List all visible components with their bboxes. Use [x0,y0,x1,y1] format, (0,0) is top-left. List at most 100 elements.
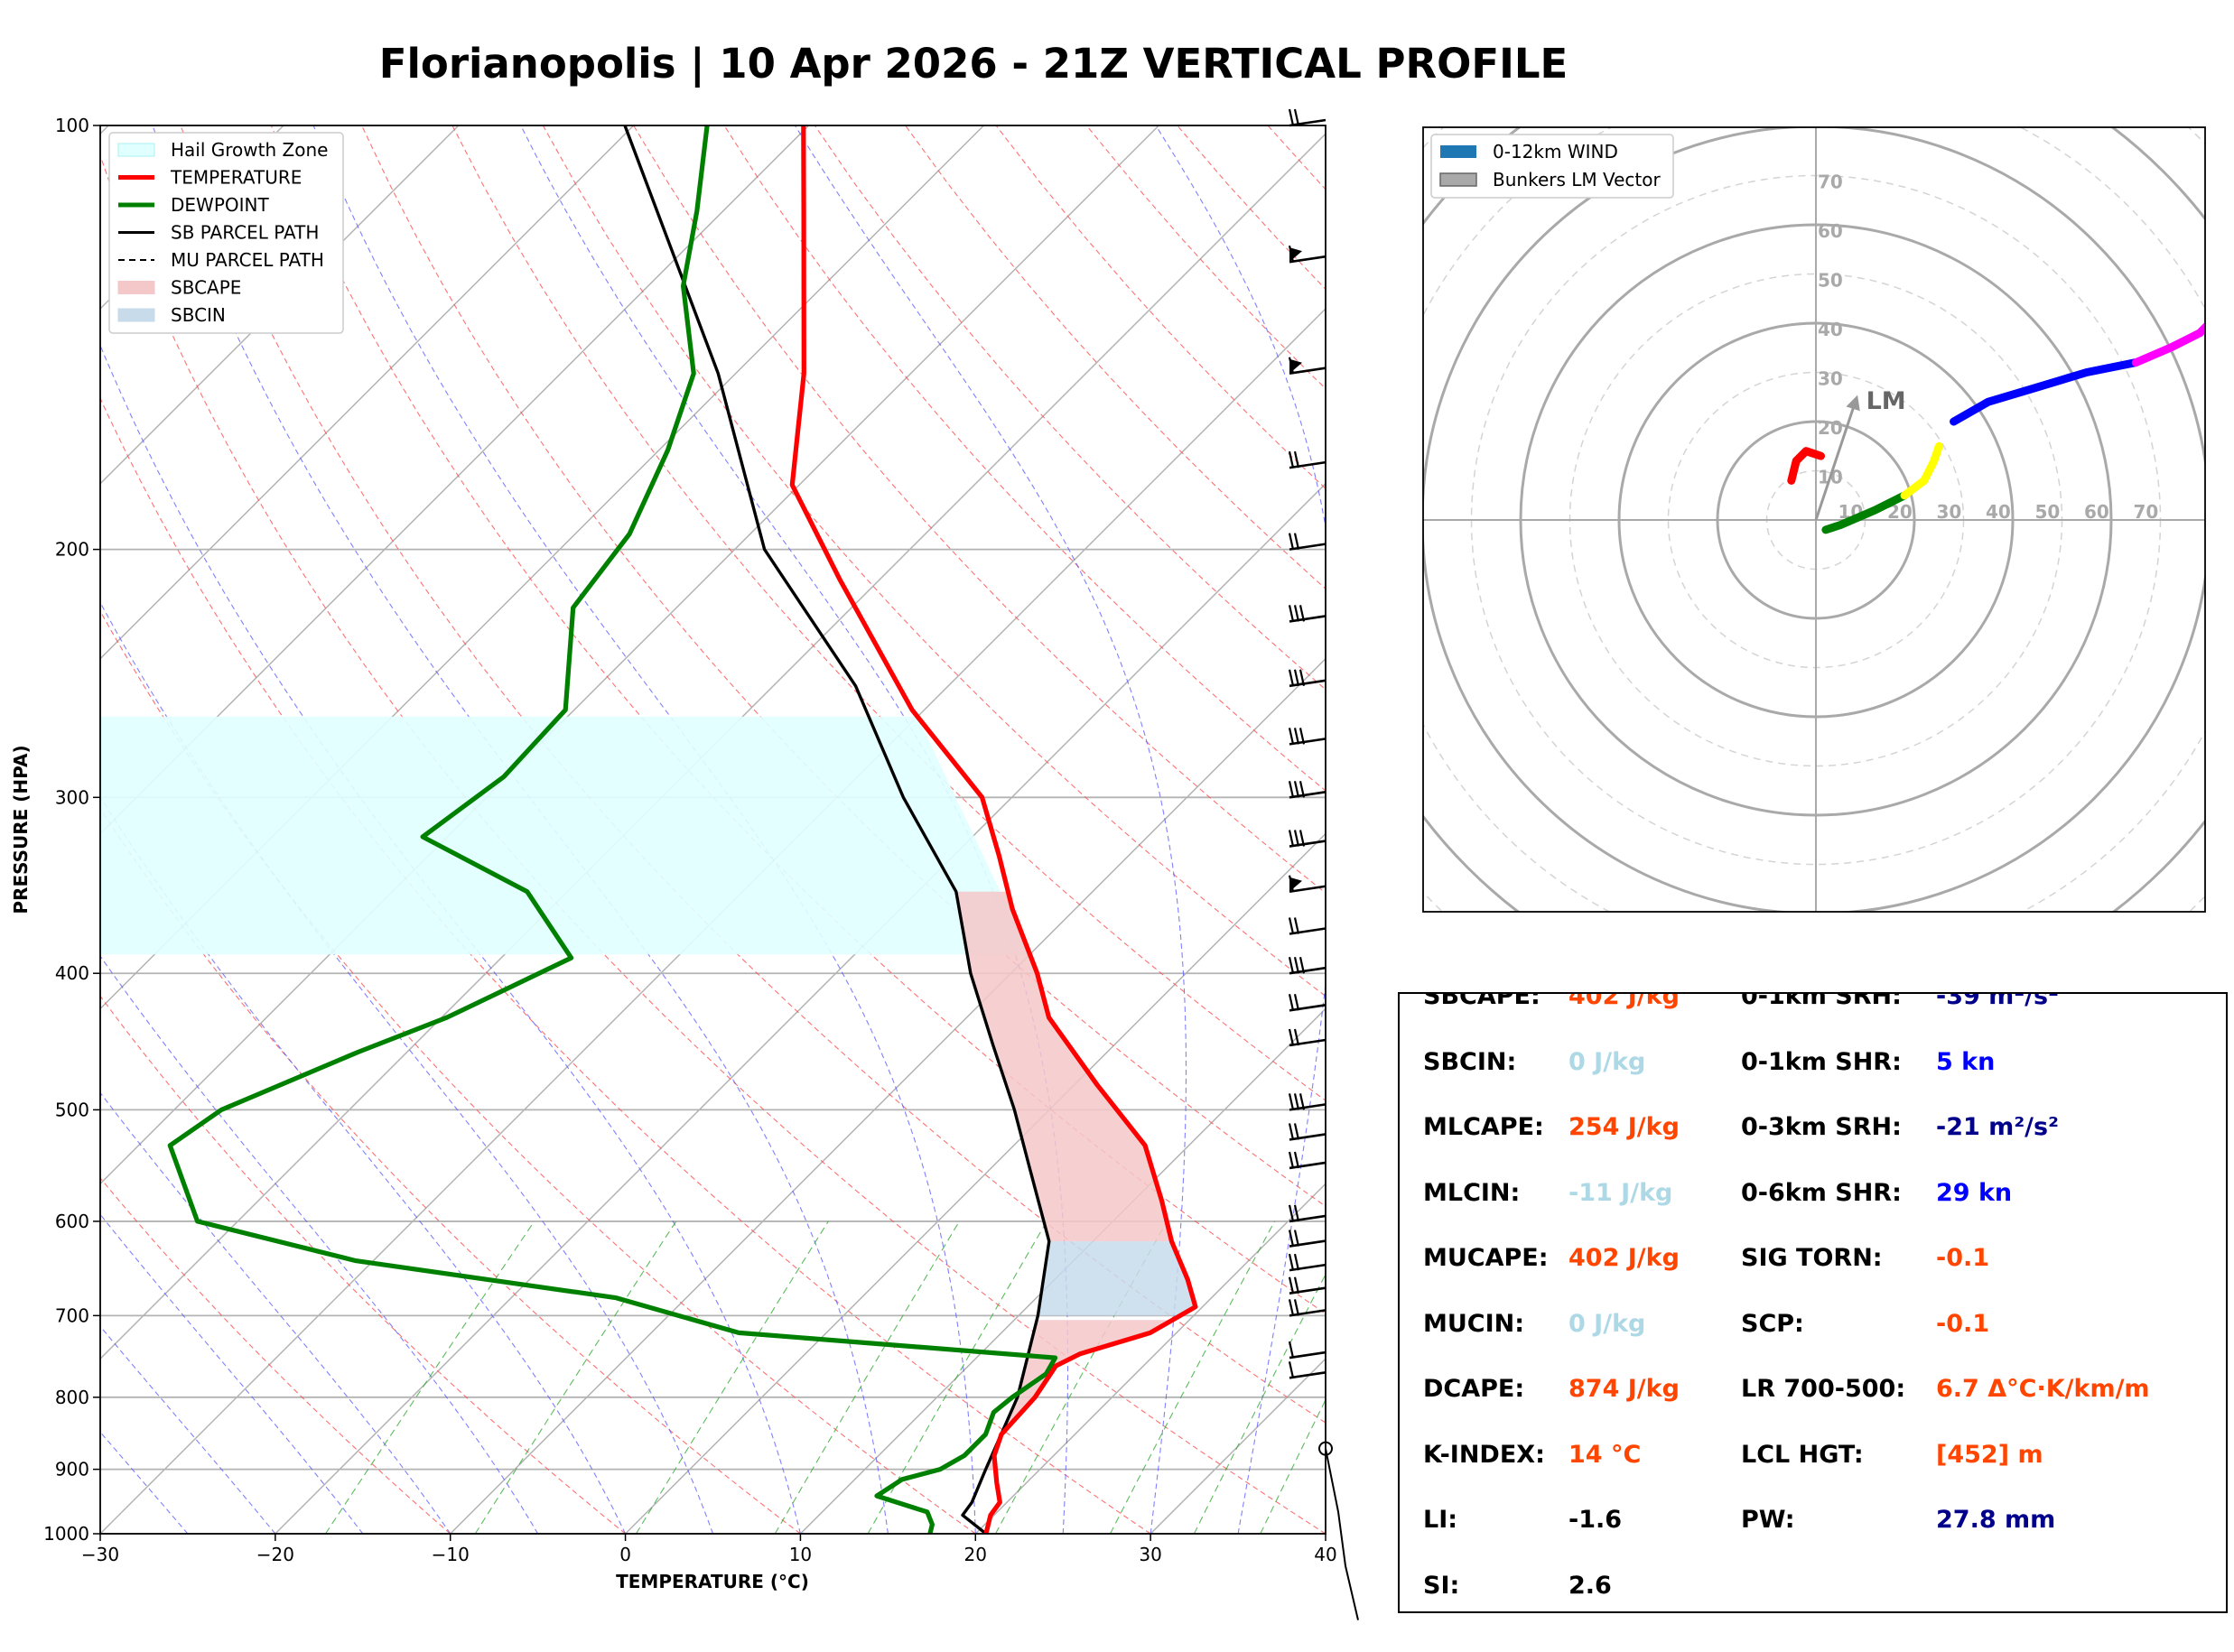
wind-barb-staff [1289,1161,1326,1170]
param-value: 5 kn [1936,1047,1996,1076]
wind-barb-feather [1288,1253,1295,1271]
param-label: MLCIN: [1423,1178,1521,1207]
wind-barb-staff [1289,966,1326,975]
wind-barb-feather [1299,781,1306,798]
wind-barb-feather [1299,956,1306,974]
y-tick-label: 800 [55,1387,89,1408]
wind-barb [1288,1093,1326,1111]
wind-barb [1288,1123,1326,1141]
dewpoint-line [167,125,1058,1534]
wind-barb [1288,1204,1326,1223]
wind-barb-feather [1288,1028,1295,1046]
wind-barb [1288,669,1326,688]
ring-label-y: 70 [1818,172,1843,193]
wind-barb-staff [1289,927,1326,935]
parameter-table: SBCAPE: 402 J/kg SBCIN: 0 J/kg MLCAPE: 254 J/… [1398,992,2228,1613]
wind-barb-feather [1299,669,1306,687]
dry-adiabat [100,807,801,1534]
wind-barb [1288,605,1326,623]
param-label: MLCAPE: [1423,1113,1544,1141]
mixing-ratio-line [474,1220,677,1534]
param-label: MUCIN: [1423,1309,1525,1338]
wind-barb-feather [1293,1299,1300,1316]
wind-barb-feather [1299,728,1306,745]
param-value: [452] m [1936,1440,2043,1469]
wind-barb [1288,533,1326,551]
y-tick-label: 900 [55,1459,89,1480]
legend-label: DEWPOINT [171,194,269,216]
wind-barb [1288,994,1326,1012]
wind-barb-feather [1288,605,1295,622]
wind-barb-feather [1293,830,1300,847]
param-label: 0-3km SRH: [1741,1113,1902,1141]
wind-barb-staff [1289,791,1326,799]
param-label: SIG TORN: [1741,1244,1883,1272]
wind-barb-feather [1293,669,1300,687]
ring-label-y: 20 [1818,417,1843,439]
wind-barb-feather [1288,1299,1295,1316]
wind-barb [1288,450,1326,469]
param-value: 2.6 [1568,1571,1612,1600]
ring-label-x: 60 [2084,501,2109,523]
legend-label: Bunkers LM Vector [1493,169,1662,190]
wind-barb-feather [1288,108,1295,126]
hodograph-plot: 1010202030304040505060607070 LM 0-12km W… [1422,126,2206,913]
legend-label: SB PARCEL PATH [171,222,319,244]
temperature-line [789,125,1198,1534]
legend-label: MU PARCEL PATH [171,249,324,271]
surface-barb-staff [1325,1448,1359,1620]
wind-barb [1288,1230,1326,1248]
dry-adiabat [451,125,1326,1101]
x-tick-label: −30 [81,1544,119,1565]
wind-barb [1288,728,1326,746]
y-tick-label: 500 [55,1099,89,1120]
x-tick-label: 20 [964,1544,987,1565]
mixing-ratio-line [1110,1220,1276,1534]
sb-parcel-path [623,125,1051,1534]
legend-swatch [117,281,155,294]
param-label: DCAPE: [1423,1375,1525,1403]
y-axis-label: PRESSURE (HPA) [10,745,32,914]
wind-barb-staff [1289,840,1326,848]
wind-barb-feather [1288,917,1295,934]
x-tick-label: 40 [1314,1544,1336,1565]
y-tick-label: 100 [55,115,89,136]
param-label: SBCAPE: [1423,992,1541,1010]
sbcin-shading [1038,1241,1196,1316]
hodograph-legend: 0-12km WIND Bunkers LM Vector [1430,134,1674,199]
wind-barb-feather [1293,917,1300,934]
legend-box [1430,134,1674,199]
wind-barb [1288,830,1326,848]
moist-adiabat [100,601,714,1534]
ring-label-y: 30 [1818,368,1843,390]
wind-barb-feather [1288,1151,1295,1169]
moist-adiabat [100,344,801,1534]
dry-adiabat [361,125,1326,1207]
ring-label-x: 40 [1986,501,2011,523]
moist-adiabat [100,795,627,1534]
legend-label: 0-12km WIND [1493,141,1618,162]
y-tick-label: 200 [55,539,89,561]
param-value: 29 kn [1936,1178,2013,1207]
y-tick-label: 300 [55,786,89,808]
param-value: 254 J/kg [1568,1113,1680,1141]
wind-barb-feather [1293,994,1300,1011]
param-value: -1.6 [1568,1506,1623,1534]
dry-adiabat [100,1177,451,1534]
dry-adiabat [814,125,1326,691]
ring-label-x: 70 [2134,501,2159,523]
wind-barb-feather [1288,1204,1295,1222]
dry-adiabat [180,125,1326,1424]
legend-swatch [117,143,155,157]
wind-barb-feather [1288,956,1295,974]
wind-barb-feather [1288,781,1295,798]
wind-barb [1288,1028,1326,1047]
wind-barb-feather [1293,956,1300,974]
moist-adiabat [1155,125,1326,1534]
wind-barb-feather [1293,108,1300,126]
ring-label-y: 60 [1818,220,1843,242]
legend-label: SBCIN [171,304,226,326]
wind-barb [1288,781,1326,799]
moist-adiabat [100,1431,189,1534]
skewt-plot: −30 −20 −10 0 10 20 30 40 100 200 300 400 500 600 700 8… [10,108,1359,1620]
